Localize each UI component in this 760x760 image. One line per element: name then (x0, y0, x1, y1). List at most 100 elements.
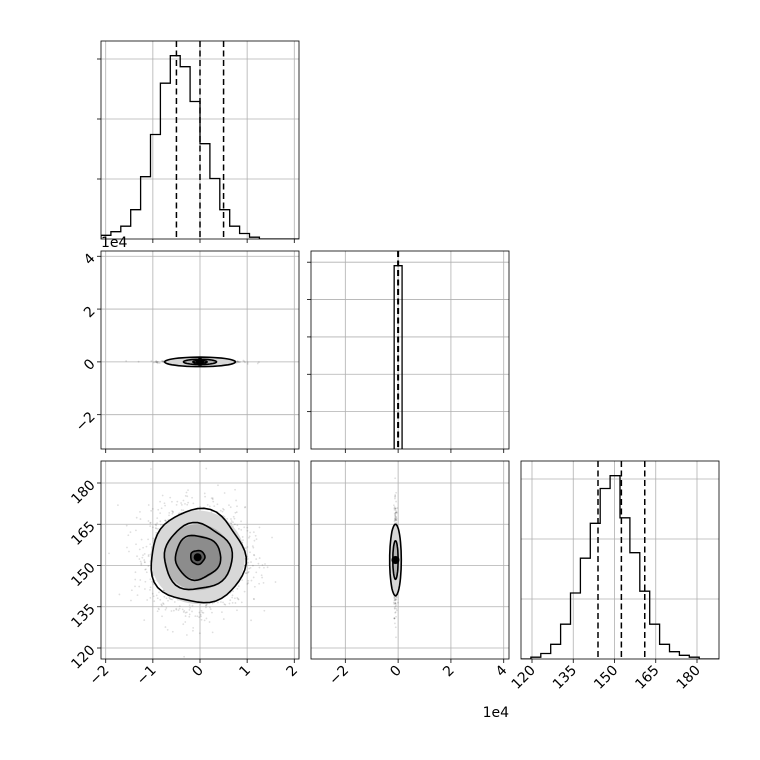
sample-point (162, 602, 164, 605)
sample-point (258, 526, 261, 529)
sample-point (165, 597, 168, 600)
sample-point (129, 531, 132, 534)
sample-point (205, 617, 208, 620)
sample-point (139, 560, 142, 563)
sample-point (216, 503, 219, 506)
x-tick-label: 165 (632, 663, 662, 693)
sample-point (152, 361, 155, 364)
sample-point (159, 500, 161, 503)
sample-point (394, 497, 396, 500)
sample-point (394, 494, 397, 496)
sample-point (252, 531, 255, 534)
sample-point (145, 545, 148, 548)
sample-point (223, 603, 226, 605)
sample-point (244, 572, 247, 575)
sample-point (165, 607, 168, 609)
sample-point (250, 579, 253, 582)
sample-point (240, 601, 243, 604)
sample-point (158, 608, 160, 611)
sample-point (393, 596, 396, 599)
sample-point (222, 601, 224, 604)
sample-point (204, 495, 206, 498)
sample-point (233, 523, 236, 526)
sample-point (231, 594, 234, 597)
sample-point (149, 521, 152, 524)
sample-point (252, 564, 254, 567)
sample-point (155, 361, 158, 364)
sample-point (191, 496, 193, 499)
sample-point (248, 536, 250, 539)
sample-point (143, 561, 146, 563)
sample-point (171, 630, 174, 633)
sample-point (196, 615, 199, 618)
panel-hist-p2-frame (520, 460, 720, 660)
sample-point (147, 520, 150, 522)
sample-point (236, 609, 238, 612)
sample-point (237, 361, 240, 364)
sample-point (125, 360, 128, 362)
sample-point (395, 598, 398, 600)
sample-point (205, 606, 207, 609)
sample-point (198, 616, 201, 619)
x-tick-label: 150 (591, 663, 621, 693)
sample-point (224, 603, 227, 606)
sample-point (155, 594, 158, 597)
sample-point (125, 524, 128, 527)
sample-point (140, 562, 143, 565)
sample-point (252, 597, 255, 600)
sample-point (158, 591, 160, 594)
sample-point (184, 494, 187, 497)
sample-point (235, 361, 238, 364)
sample-point (143, 559, 146, 561)
contour-level (174, 534, 222, 582)
sample-point (210, 497, 213, 500)
sample-point (230, 520, 233, 522)
sample-point (244, 547, 247, 550)
hist-p2 (521, 475, 719, 659)
sample-point (160, 603, 163, 606)
sample-point (206, 603, 208, 606)
sample-point (181, 608, 184, 611)
sample-point (188, 615, 191, 618)
sample-point (143, 619, 146, 622)
sample-point (236, 360, 239, 363)
sample-point (242, 359, 245, 362)
sample-point (147, 504, 150, 506)
sample-point (245, 572, 248, 575)
sample-point (234, 488, 236, 491)
sample-point (145, 571, 148, 574)
sample-point (394, 516, 397, 519)
sample-point (211, 611, 213, 614)
sample-point (108, 552, 110, 555)
sample-point (154, 523, 157, 526)
sample-point (236, 360, 239, 363)
sample-point (393, 519, 396, 522)
sample-point (156, 517, 159, 520)
sample-point (394, 477, 397, 480)
sample-point (395, 596, 398, 599)
sample-point (256, 362, 259, 365)
sample-point (147, 538, 149, 541)
x-tick-label: −1 (134, 663, 160, 689)
sample-point (200, 615, 202, 618)
sample-point (393, 599, 396, 602)
sample-point (162, 359, 164, 362)
sample-point (394, 611, 397, 614)
sample-point (394, 507, 397, 510)
sample-point (175, 503, 178, 506)
x-tick-label: 0 (387, 663, 405, 681)
sample-point (253, 585, 256, 588)
sample-point (182, 623, 185, 626)
sample-point (160, 360, 163, 362)
sample-point (161, 615, 163, 618)
sample-point (254, 534, 257, 537)
sample-point (395, 609, 398, 612)
sample-point (250, 561, 252, 563)
sample-point (233, 517, 236, 520)
sample-point (395, 604, 398, 607)
sample-point (231, 602, 234, 604)
sample-point (394, 515, 397, 518)
sample-point (152, 526, 154, 529)
sample-point (263, 566, 265, 569)
